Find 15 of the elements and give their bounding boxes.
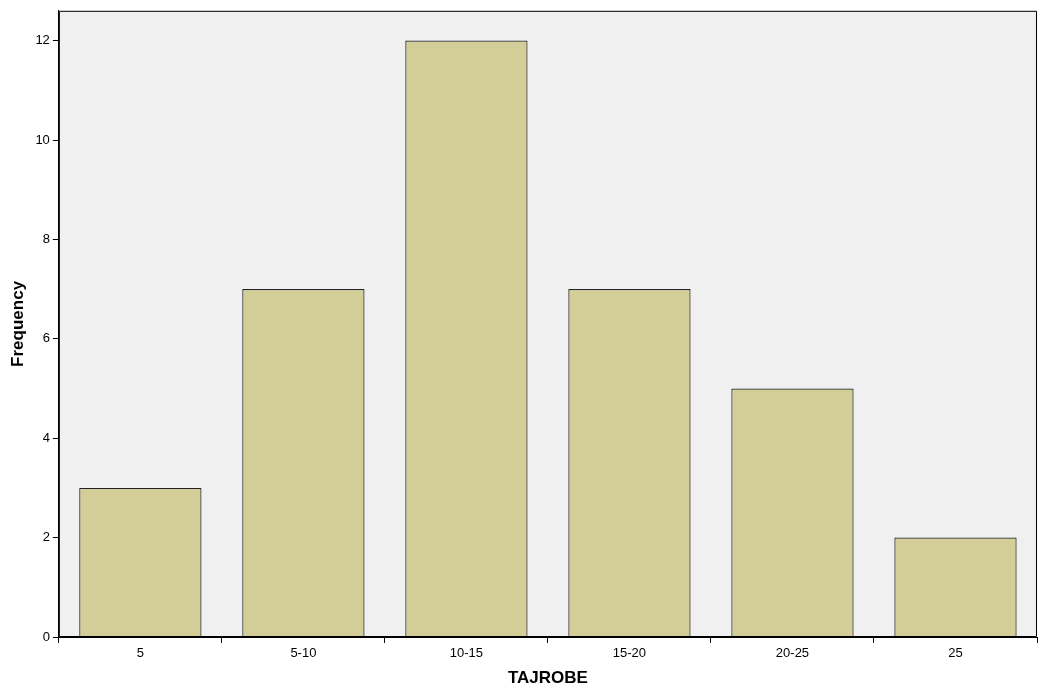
y-tick-label: 0 [42,628,50,644]
x-tick-label: 5-10 [290,645,317,661]
x-tick-label: 5 [136,645,144,661]
y-tick-label: 12 [35,32,50,48]
y-tick-label: 4 [42,429,50,445]
y-tick-label: 6 [42,330,50,346]
x-tick-label: 15-20 [612,645,647,661]
x-tick-label: 10-15 [449,645,484,661]
y-tick-label: 8 [42,230,50,246]
y-tick-label: 2 [42,529,50,545]
x-tick-label: 20-25 [775,645,810,661]
y-axis-title: Frequency [7,280,27,367]
x-tick-label: 25 [948,645,963,661]
x-axis-title: TAJROBE [507,668,588,688]
y-tick-label: 10 [35,131,50,147]
